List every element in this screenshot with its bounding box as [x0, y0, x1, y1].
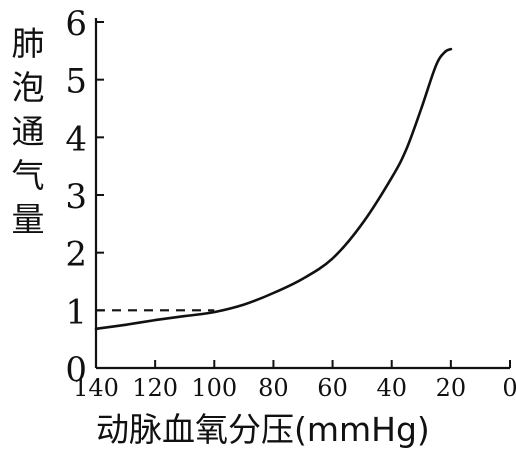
x-tick-label: 40: [376, 374, 407, 402]
y-tick-label: 1: [65, 292, 87, 332]
x-tick-label: 120: [132, 374, 178, 402]
y-tick-label: 0: [65, 350, 87, 390]
x-axis-label: 动脉血氧分压(mmHg): [96, 410, 430, 449]
y-tick-label: 2: [65, 235, 87, 275]
x-tick-label: 100: [191, 374, 237, 402]
y-tick-label: 6: [65, 4, 87, 44]
axes: [94, 18, 511, 370]
x-tick-label: 80: [258, 374, 289, 402]
x-tick-label: 140: [73, 374, 119, 402]
y-axis-label: 肺泡通气量: [11, 24, 45, 239]
series-group: [94, 47, 453, 331]
y-tick-label: 4: [65, 119, 87, 159]
x-tick-label: 20: [436, 374, 467, 402]
ventilation-curve: [94, 47, 453, 331]
y-tick-label: 5: [65, 62, 87, 102]
tick-labels: 0 1 2 3 4 5 6 140 120 100 80 60 40 20 0: [65, 4, 516, 402]
x-tick-label: 60: [317, 374, 348, 402]
x-tick-label: 0: [502, 374, 516, 402]
y-tick-label: 3: [65, 177, 87, 217]
